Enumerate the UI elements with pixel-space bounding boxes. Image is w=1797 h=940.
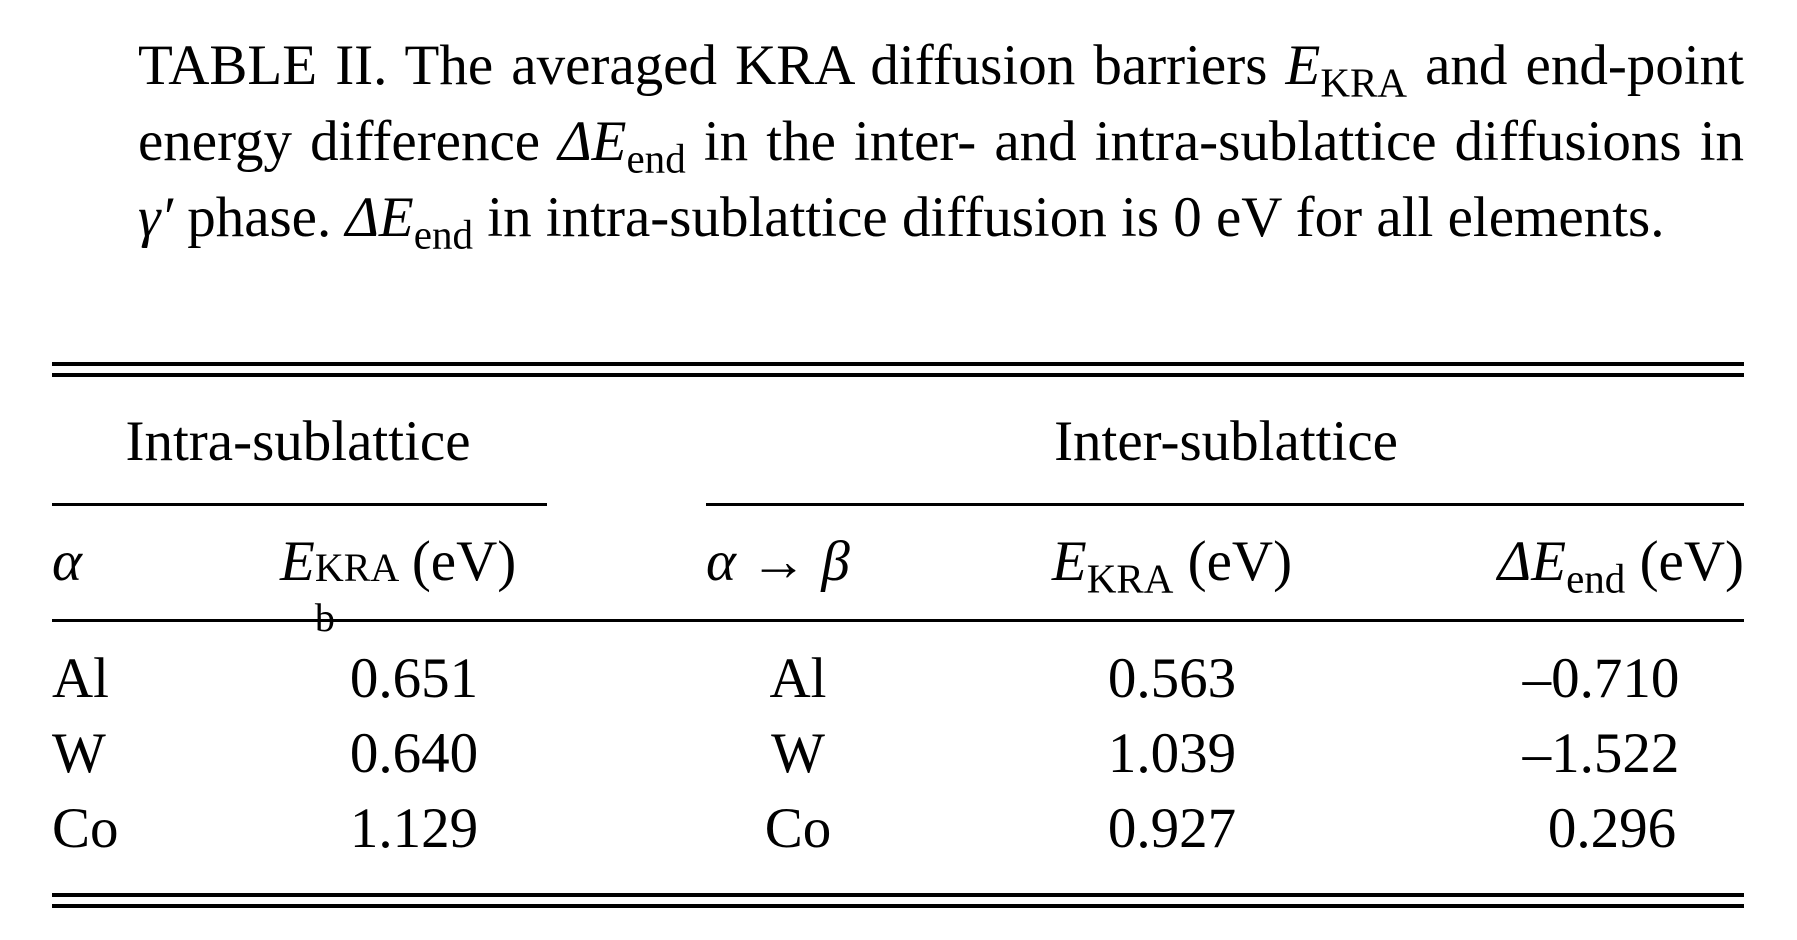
caption-sub-kra: KRA <box>1320 59 1407 106</box>
row-eb: 0.651 <box>349 647 479 710</box>
row-ab: Al <box>769 647 827 710</box>
caption-sub-end: end <box>626 135 686 182</box>
row-eb: 1.129 <box>349 797 479 860</box>
caption-symbol-delta-e-2: ΔE <box>345 186 414 249</box>
col-ekra-sub: KRA <box>1086 555 1174 602</box>
col-header-delta-end: ΔEend (eV) <box>1497 530 1744 599</box>
col-eb-superscript: KRA <box>314 545 400 590</box>
intra-group-rule <box>52 503 547 506</box>
row-ab: W <box>771 722 825 785</box>
col-header-alpha: α <box>52 530 82 594</box>
caption-text-4: phase. <box>187 186 332 249</box>
col-dend-sub: end <box>1566 555 1626 602</box>
row-ekra: 0.927 <box>1107 797 1237 860</box>
col-ekra-unit: (eV) <box>1187 530 1293 593</box>
row-eb: 0.640 <box>349 722 479 785</box>
col-eb-unit: (eV) <box>411 530 517 593</box>
col-ekra-symbol: E <box>1051 530 1087 593</box>
col-header-alpha-beta: α → β <box>706 530 850 594</box>
header-rule <box>52 619 1744 622</box>
bottom-rule-1 <box>52 893 1744 897</box>
row-alpha: W <box>52 722 106 785</box>
col-eb-symbol: E <box>280 530 315 593</box>
row-ekra: 1.039 <box>1107 722 1237 785</box>
row-ekra: 0.563 <box>1107 647 1237 710</box>
row-dend: 0.296 <box>1547 797 1677 860</box>
caption-text-3: in the inter- and intra-sublattice diffu… <box>703 110 1745 173</box>
col-header-ekra: EKRA (eV) <box>1051 530 1293 599</box>
bottom-rule-2 <box>52 904 1744 908</box>
inter-group-rule <box>706 503 1744 506</box>
table-label: TABLE II. <box>138 34 388 97</box>
group-header-intra: Intra-sublattice <box>125 410 471 473</box>
table-caption: TABLE II. The averaged KRA diffusion bar… <box>52 28 1744 256</box>
col-dend-unit: (eV) <box>1639 530 1744 593</box>
row-ab: Co <box>764 797 832 860</box>
col-eb-subscript: b <box>314 595 335 640</box>
caption-text-2: and end-point energy difference <box>138 34 1744 173</box>
col-alpha-symbol: α <box>52 530 82 593</box>
caption-symbol-gamma: γ′ <box>138 186 173 249</box>
col-dend-symbol: ΔE <box>1497 530 1567 593</box>
caption-text-1: The averaged KRA diffusion barriers <box>404 34 1268 97</box>
row-alpha: Co <box>52 797 119 860</box>
col-ab-symbol: α → β <box>706 530 850 593</box>
caption-text-5: in intra-sublattice diffusion is 0 eV fo… <box>487 186 1665 249</box>
row-dend: –1.522 <box>1522 722 1680 785</box>
top-rule-2 <box>52 373 1744 377</box>
group-header-inter: Inter-sublattice <box>1054 410 1398 473</box>
row-dend: –0.710 <box>1522 647 1680 710</box>
row-alpha: Al <box>52 647 109 710</box>
caption-symbol-e: E <box>1285 34 1321 97</box>
caption-sub-end-2: end <box>413 211 473 258</box>
caption-symbol-delta-e: ΔE <box>558 110 627 173</box>
col-header-eb-kra: E KRA b (eV) <box>280 530 517 640</box>
top-rule-1 <box>52 362 1744 366</box>
